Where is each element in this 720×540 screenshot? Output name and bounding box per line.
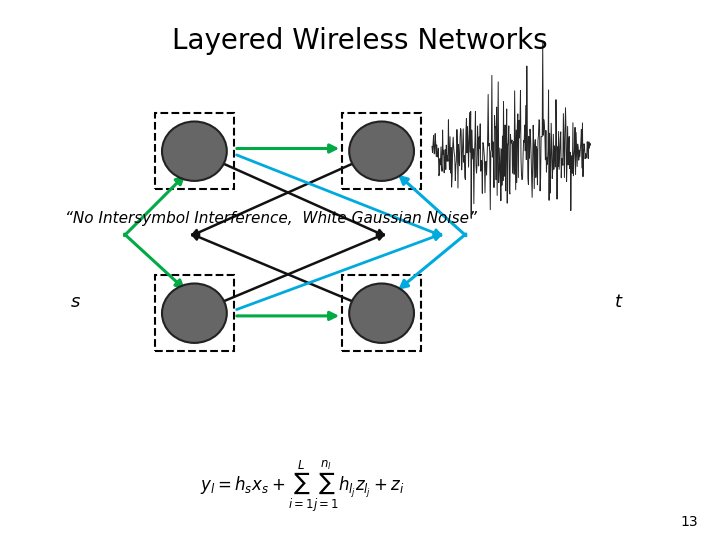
Text: $s$: $s$ [70, 293, 81, 312]
Ellipse shape [349, 122, 414, 181]
Text: Layered Wireless Networks: Layered Wireless Networks [172, 27, 548, 55]
Text: 13: 13 [681, 515, 698, 529]
Text: $y_l = h_s x_s + \sum_{i=1}^{L} \sum_{j=1}^{n_l} h_{l_j} z_{l_j} + z_i$: $y_l = h_s x_s + \sum_{i=1}^{L} \sum_{j=… [200, 458, 405, 514]
Ellipse shape [349, 284, 414, 343]
Text: “No Intersymbol Interference,  White Gaussian Noise”: “No Intersymbol Interference, White Gaus… [65, 211, 477, 226]
Ellipse shape [162, 122, 227, 181]
Text: $t$: $t$ [614, 293, 624, 312]
Ellipse shape [162, 284, 227, 343]
